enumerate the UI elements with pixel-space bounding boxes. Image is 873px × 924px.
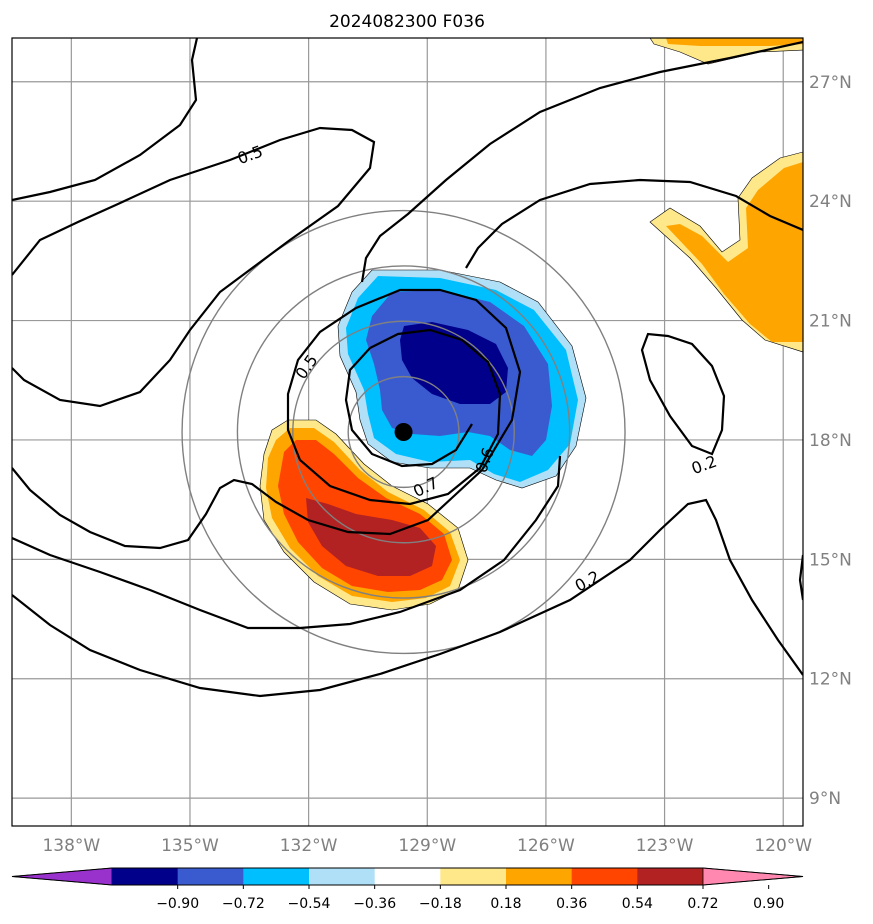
shading-positive-right-inner (666, 162, 803, 342)
map-frame (11, 37, 804, 827)
colorbar: −0.90 −0.72 −0.54 −0.36 −0.18 0.18 0.36 0.54 0.7… (11, 867, 804, 912)
y-tick-label: 24°N (809, 192, 852, 212)
x-axis-ticks: 138°W 135°W 132°W 129°W 126°W 123°W 120°W (42, 836, 812, 856)
colorbar-segment (309, 868, 376, 885)
shading-positive-top-inner (666, 38, 803, 46)
y-tick-label: 21°N (809, 312, 852, 332)
storm-center-marker (394, 423, 413, 441)
colorbar-tick-label: −0.54 (288, 896, 331, 912)
y-tick-label: 15°N (809, 550, 852, 570)
colorbar-tick-label: 0.36 (556, 896, 587, 912)
contour-line (465, 178, 803, 269)
colorbar-tick-label: −0.72 (222, 896, 265, 912)
x-tick-label: 126°W (517, 836, 575, 856)
colorbar-segment (506, 868, 573, 885)
filled-field (12, 38, 803, 698)
contour-line (360, 40, 803, 283)
colorbar-tick-label: −0.90 (156, 896, 199, 912)
range-ring (347, 375, 460, 489)
contour-line (12, 498, 803, 698)
range-ring (292, 320, 515, 544)
map-panel: 0.5 0.5 0.7 0.6 0.2 0.2 (11, 37, 804, 827)
colorbar-segment (374, 868, 441, 885)
colorbar-tick-label: 0.90 (753, 896, 784, 912)
range-ring (236, 265, 571, 599)
colorbar-segment (243, 868, 310, 885)
x-tick-label: 132°W (280, 836, 338, 856)
contour-line (12, 126, 376, 408)
x-tick-label: 129°W (398, 836, 456, 856)
colorbar-segment (637, 868, 704, 885)
chart-title: 2024082300 F036 (329, 12, 485, 32)
y-tick-label: 9°N (809, 789, 841, 809)
y-tick-label: 12°N (809, 670, 852, 690)
x-tick-label: 123°W (636, 836, 694, 856)
contour-line (12, 455, 562, 630)
colorbar-outline (11, 867, 804, 886)
colorbar-segment (571, 868, 638, 885)
colorbar-tick-label: 0.18 (490, 896, 521, 912)
shading-positive-darkred (306, 498, 436, 576)
x-tick-label: 120°W (754, 836, 812, 856)
shading-negative-darkest (400, 322, 508, 404)
contour-line (12, 38, 199, 202)
y-tick-label: 18°N (809, 431, 852, 451)
colorbar-segment (112, 868, 179, 885)
contour-line (12, 288, 522, 550)
contour-line (640, 332, 726, 456)
colorbar-tick-label: 0.54 (622, 896, 653, 912)
contour-line (798, 554, 803, 601)
colorbar-segment (440, 868, 507, 885)
x-tick-label: 138°W (42, 836, 100, 856)
colorbar-tick-label: 0.72 (687, 896, 718, 912)
contour-lines (12, 38, 803, 698)
colorbar-tick-label: −0.36 (353, 896, 396, 912)
y-tick-label: 27°N (809, 73, 852, 93)
colorbar-extend-max (702, 867, 804, 886)
colorbar-extend-min (11, 867, 113, 886)
y-axis-ticks: 9°N 12°N 15°N 18°N 21°N 24°N 27°N (809, 73, 852, 809)
range-ring (181, 209, 626, 655)
colorbar-tick-label: −0.18 (419, 896, 462, 912)
colorbar-segment (177, 868, 244, 885)
x-tick-label: 135°W (161, 836, 219, 856)
range-rings (181, 209, 626, 655)
